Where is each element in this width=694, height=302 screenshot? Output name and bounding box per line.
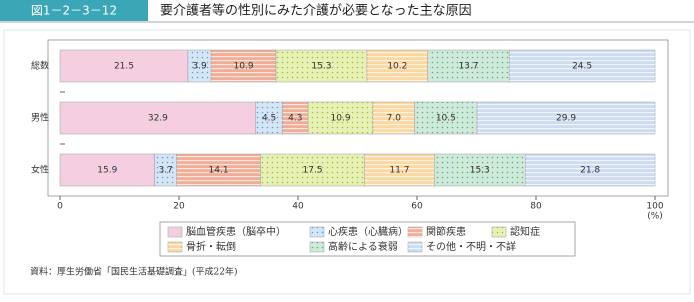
chart-title: 要介護者等の性別にみた介護が必要となった主な原因	[160, 3, 472, 19]
bar-pattern	[509, 50, 655, 82]
bar-pattern	[367, 50, 428, 82]
x-tick-label: 80	[530, 202, 542, 212]
bar-pattern	[525, 154, 655, 186]
value-label: 10.5	[436, 114, 456, 124]
legend-label: 心疾患（心臓病）	[328, 225, 408, 238]
bar-pattern	[154, 154, 177, 186]
value-label: 10.2	[387, 62, 407, 72]
value-label: 3.9	[192, 62, 207, 72]
legend-pattern	[408, 242, 422, 252]
legend-label: 脳血管疾患（脳卒中）	[186, 225, 286, 238]
label-box	[0, 0, 148, 21]
value-label: 7.0	[387, 114, 402, 124]
bar-segment	[59, 49, 189, 83]
value-label: 24.5	[572, 62, 592, 72]
value-label: 21.8	[580, 166, 600, 176]
bar-pattern	[255, 102, 283, 134]
value-label: 10.9	[331, 114, 351, 124]
legend-pattern	[310, 242, 324, 252]
category-label: 女性	[31, 164, 49, 176]
legend-label: 骨折・転倒	[186, 240, 236, 253]
legend-pattern	[168, 242, 182, 252]
bar-pattern	[414, 102, 478, 134]
bar-pattern	[308, 102, 373, 134]
bar-pattern	[364, 154, 435, 186]
value-label: 13.7	[458, 62, 478, 72]
legend-pattern	[492, 227, 506, 237]
bar-segment	[59, 101, 257, 135]
value-label: 14.1	[209, 166, 229, 176]
x-tick-label: 0	[57, 202, 63, 212]
value-label: 4.5	[262, 114, 276, 124]
value-label: 15.9	[97, 166, 117, 176]
legend-label: その他・不明・不詳	[426, 240, 516, 253]
x-tick-label: 20	[173, 202, 185, 212]
plot-frame	[47, 39, 669, 197]
value-label: 29.9	[556, 114, 576, 124]
legend-label: 高齢による衰弱	[328, 240, 398, 253]
legend-swatch	[167, 226, 183, 238]
panel	[3, 29, 691, 295]
x-tick-label: 60	[411, 202, 423, 212]
value-label: 15.3	[470, 166, 490, 176]
category-label: 男性	[31, 112, 49, 124]
bar-segment	[59, 153, 155, 187]
value-label: 15.3	[311, 62, 331, 72]
bar-pattern	[176, 154, 261, 186]
source: 資料：厚生労働省「国民生活基礎調査」(平成22年)	[30, 266, 237, 278]
bar-pattern	[282, 102, 309, 134]
value-label: 21.5	[114, 62, 134, 72]
bar-pattern	[434, 154, 526, 186]
x-tick-label: 40	[292, 202, 304, 212]
legend-label: 認知症	[510, 225, 540, 238]
value-label: 4.3	[288, 114, 302, 124]
bar-pattern	[372, 102, 415, 134]
bar-pattern	[275, 50, 368, 82]
figure-label: 図1－2－3－12	[31, 4, 117, 18]
value-label: 17.5	[303, 166, 323, 176]
category-label: 総数	[31, 60, 49, 72]
x-tick-label: 100	[646, 202, 663, 212]
bar-pattern	[260, 154, 365, 186]
legend-pattern	[310, 227, 324, 237]
bar-pattern	[427, 50, 510, 82]
x-unit: (%)	[647, 212, 663, 222]
legend-pattern	[408, 227, 422, 237]
value-label: 10.9	[234, 62, 254, 72]
bar-pattern	[477, 102, 655, 134]
value-label: 11.7	[389, 166, 409, 176]
value-label: 32.9	[148, 114, 168, 124]
value-label: 3.7	[158, 166, 172, 176]
legend-label: 関節疾患	[426, 225, 466, 238]
bar-pattern	[211, 50, 276, 82]
bar-pattern	[187, 50, 212, 82]
